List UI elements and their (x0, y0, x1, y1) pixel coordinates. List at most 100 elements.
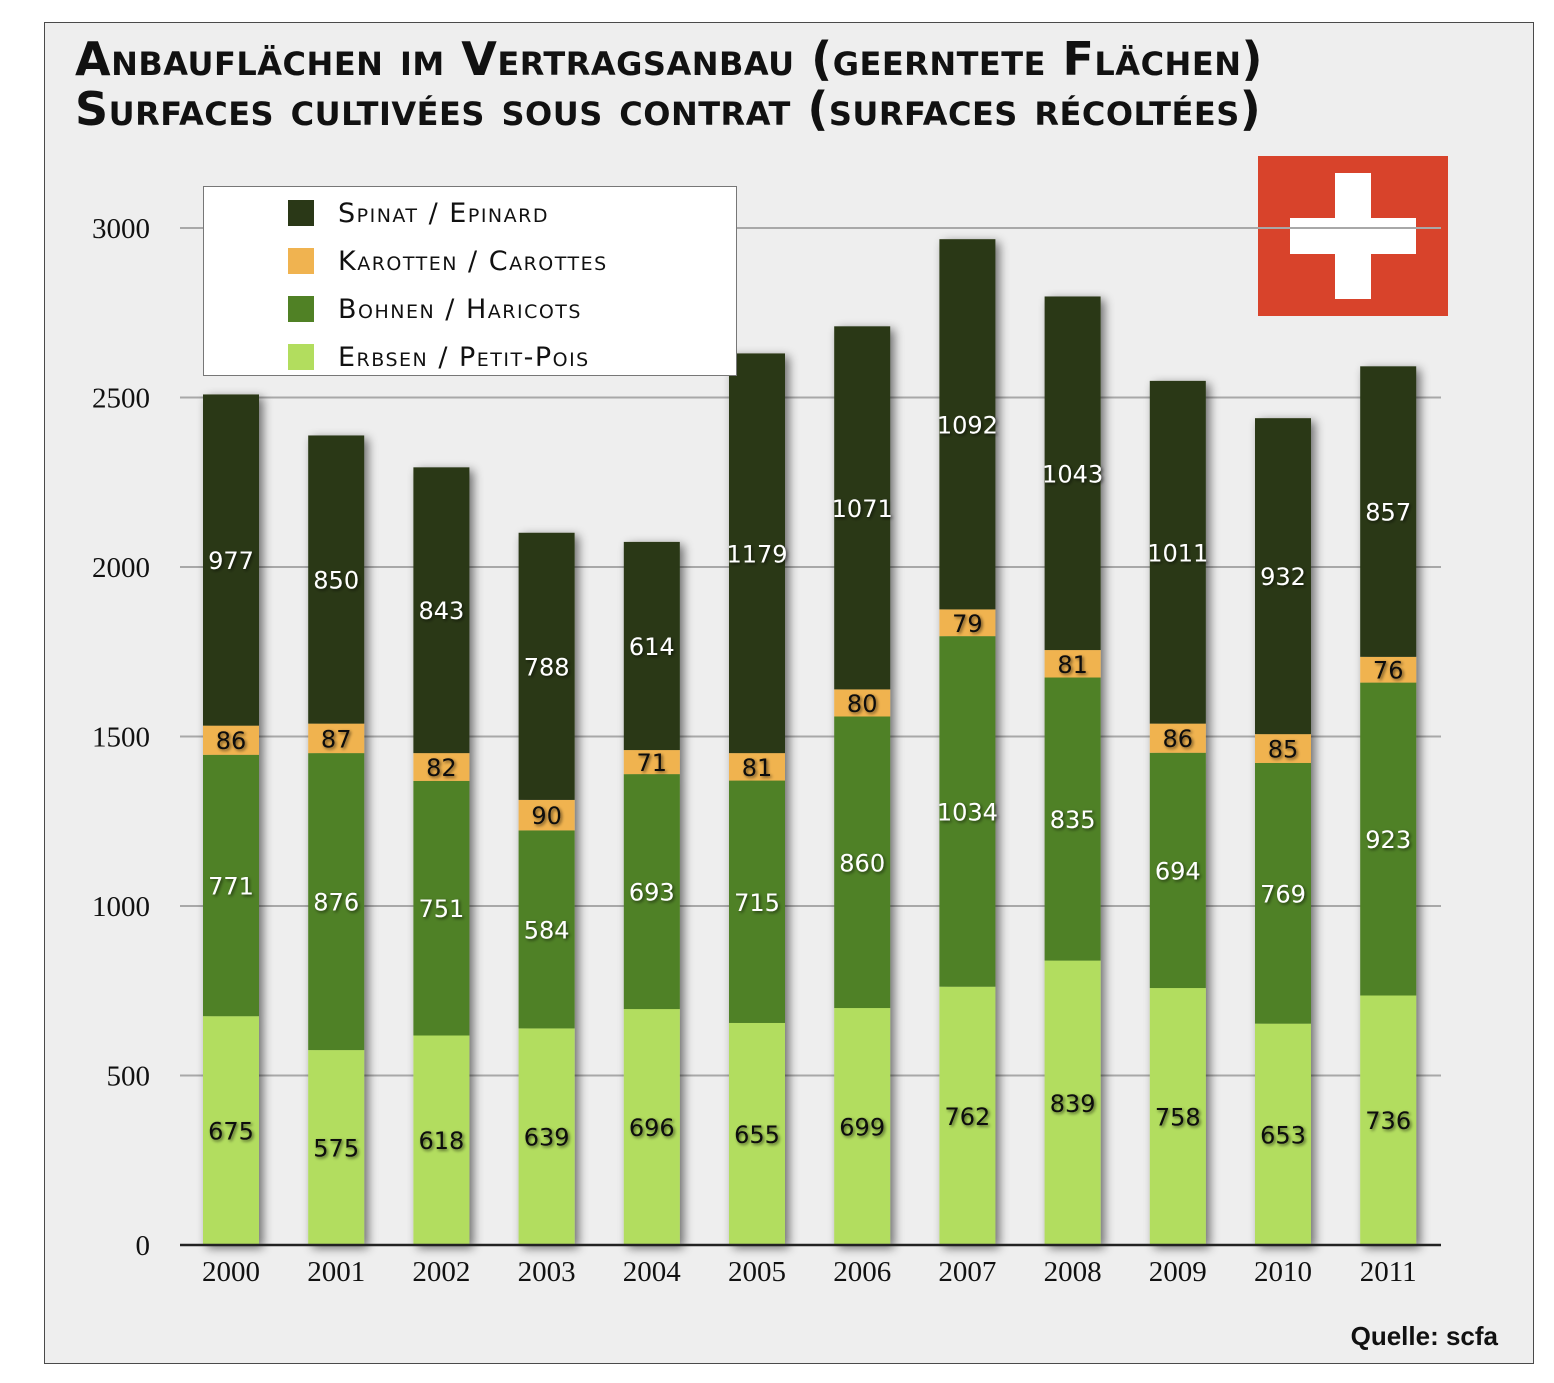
bar-karotten-2006 (834, 689, 891, 717)
data-label-karotten-2006: 80 (847, 690, 878, 718)
legend-item-spinat: Spinat / Epinard (288, 197, 549, 229)
data-label-spinat-2003: 788 (524, 653, 570, 681)
bar-spinat-2007 (939, 239, 996, 610)
y-tick-label-3000: 3000 (92, 213, 150, 245)
bar-erbsen-2002 (413, 1035, 470, 1245)
legend-label-bohnen: Bohnen / Haricots (338, 293, 582, 325)
data-label-karotten-2007: 79 (952, 610, 983, 638)
data-label-erbsen-2009: 758 (1155, 1104, 1201, 1132)
data-label-karotten-2004: 71 (637, 749, 668, 777)
data-label-karotten-2008: 81 (1057, 651, 1088, 679)
bar-bohnen-2003 (518, 830, 575, 1029)
data-label-karotten-2011: 76 (1373, 657, 1404, 685)
data-label-spinat-2005: 1179 (726, 540, 787, 568)
bar-erbsen-2008 (1044, 960, 1101, 1245)
bar-erbsen-2003 (518, 1028, 575, 1245)
bar-spinat-2008 (1044, 296, 1101, 651)
y-tick-label-2500: 2500 (92, 383, 150, 415)
bar-stack-2003 (518, 532, 575, 1245)
bar-stack-2002 (413, 467, 470, 1245)
data-label-spinat-2011: 857 (1365, 499, 1411, 527)
data-label-erbsen-2002: 618 (418, 1127, 464, 1155)
data-label-erbsen-2000: 675 (208, 1118, 254, 1146)
bar-karotten-2000 (203, 725, 259, 755)
bar-karotten-2002 (413, 753, 470, 781)
x-axis-tick-labels: 2000 2001 2002 2003 2004 2005 2006 2007 2008 2009… (202, 1256, 1417, 1288)
data-label-spinat-2010: 932 (1260, 563, 1306, 591)
x-tick-label-2001: 2001 (307, 1256, 365, 1288)
bar-stack-2006 (834, 326, 891, 1245)
bar-spinat-2001 (308, 435, 365, 724)
bar-stack-2010 (1255, 418, 1311, 1245)
bar-karotten-2008 (1044, 650, 1101, 678)
bar-bohnen-2000 (203, 754, 259, 1017)
data-label-erbsen-2011: 736 (1365, 1107, 1411, 1135)
bar-erbsen-2001 (308, 1050, 365, 1245)
bar-karotten-2004 (623, 750, 680, 775)
data-label-bohnen-2011: 923 (1365, 826, 1411, 854)
x-tick-label-2007: 2007 (938, 1256, 996, 1288)
bar-spinat-2010 (1255, 418, 1311, 735)
bar-karotten-2010 (1255, 734, 1311, 763)
legend-item-erbsen: Erbsen / Petit-Pois (288, 342, 590, 373)
data-label-bohnen-2004: 693 (629, 879, 675, 907)
bar-stack-2009 (1149, 380, 1206, 1245)
bar-karotten-2007 (939, 609, 996, 637)
bar-erbsen-2000 (203, 1016, 259, 1245)
data-label-erbsen-2004: 696 (629, 1114, 675, 1142)
data-label-karotten-2009: 86 (1163, 725, 1194, 753)
data-label-bohnen-2009: 694 (1155, 857, 1201, 885)
bar-bohnen-2011 (1360, 682, 1417, 996)
data-label-spinat-2004: 614 (629, 633, 675, 661)
data-label-bohnen-2007: 1034 (937, 798, 998, 826)
bar-bohnen-2007 (939, 636, 996, 987)
bar-spinat-2005 (729, 353, 785, 754)
y-tick-label-1500: 1500 (92, 722, 150, 754)
bar-erbsen-2010 (1255, 1023, 1311, 1245)
data-label-bohnen-2008: 835 (1050, 806, 1096, 834)
bar-erbsen-2004 (623, 1009, 680, 1245)
bar-bohnen-2008 (1044, 677, 1101, 961)
bar-spinat-2000 (203, 394, 259, 726)
data-label-erbsen-2005: 655 (734, 1121, 780, 1149)
legend-swatch-karotten (288, 248, 314, 274)
x-tick-label-2005: 2005 (728, 1256, 786, 1288)
bar-spinat-2003 (518, 532, 575, 800)
bar-series (203, 239, 1417, 1245)
data-label-bohnen-2010: 769 (1260, 880, 1306, 908)
data-label-spinat-2001: 850 (313, 567, 359, 595)
data-label-spinat-2008: 1043 (1042, 460, 1103, 488)
bar-karotten-2005 (729, 753, 785, 781)
bar-karotten-2009 (1149, 723, 1206, 753)
legend-item-bohnen: Bohnen / Haricots (288, 293, 582, 325)
data-labels: 675 771 86 977 575 876 87 850 618 751 82 843 639 584 9… (208, 411, 1411, 1162)
bar-karotten-2011 (1360, 656, 1417, 683)
x-tick-label-2000: 2000 (202, 1256, 260, 1288)
data-label-spinat-2002: 843 (418, 597, 464, 625)
bar-stack-2008 (1044, 296, 1101, 1245)
chart-title-french: Surfaces cultivées sous contrat (surface… (75, 82, 1262, 136)
data-label-bohnen-2002: 751 (418, 895, 464, 923)
bar-erbsen-2007 (939, 986, 996, 1245)
legend-label-spinat: Spinat / Epinard (338, 197, 549, 229)
bar-stack-2011 (1360, 366, 1417, 1245)
bar-bohnen-2009 (1149, 752, 1206, 989)
x-tick-label-2006: 2006 (833, 1256, 891, 1288)
data-label-karotten-2005: 81 (742, 754, 773, 782)
y-tick-label-1000: 1000 (92, 891, 150, 923)
legend-swatch-spinat (288, 200, 314, 226)
bar-spinat-2006 (834, 326, 891, 690)
legend-swatch-erbsen (288, 344, 314, 370)
data-label-bohnen-2005: 715 (734, 889, 780, 917)
legend: Spinat / Epinard Karotten / Carottes Boh… (203, 186, 737, 376)
data-label-bohnen-2003: 584 (524, 916, 570, 944)
bar-spinat-2002 (413, 467, 470, 754)
data-label-spinat-2000: 977 (208, 547, 254, 575)
x-tick-label-2010: 2010 (1254, 1256, 1312, 1288)
x-tick-label-2008: 2008 (1044, 1256, 1102, 1288)
data-label-karotten-2003: 90 (531, 802, 562, 830)
y-axis-tick-labels: 0 500 1000 1500 2000 2500 3000 (92, 213, 150, 1262)
chart-title-german: Anbauflächen im Vertragsanbau (geerntete… (75, 32, 1263, 86)
data-label-spinat-2007: 1092 (937, 411, 998, 439)
bar-bohnen-2005 (729, 780, 785, 1023)
